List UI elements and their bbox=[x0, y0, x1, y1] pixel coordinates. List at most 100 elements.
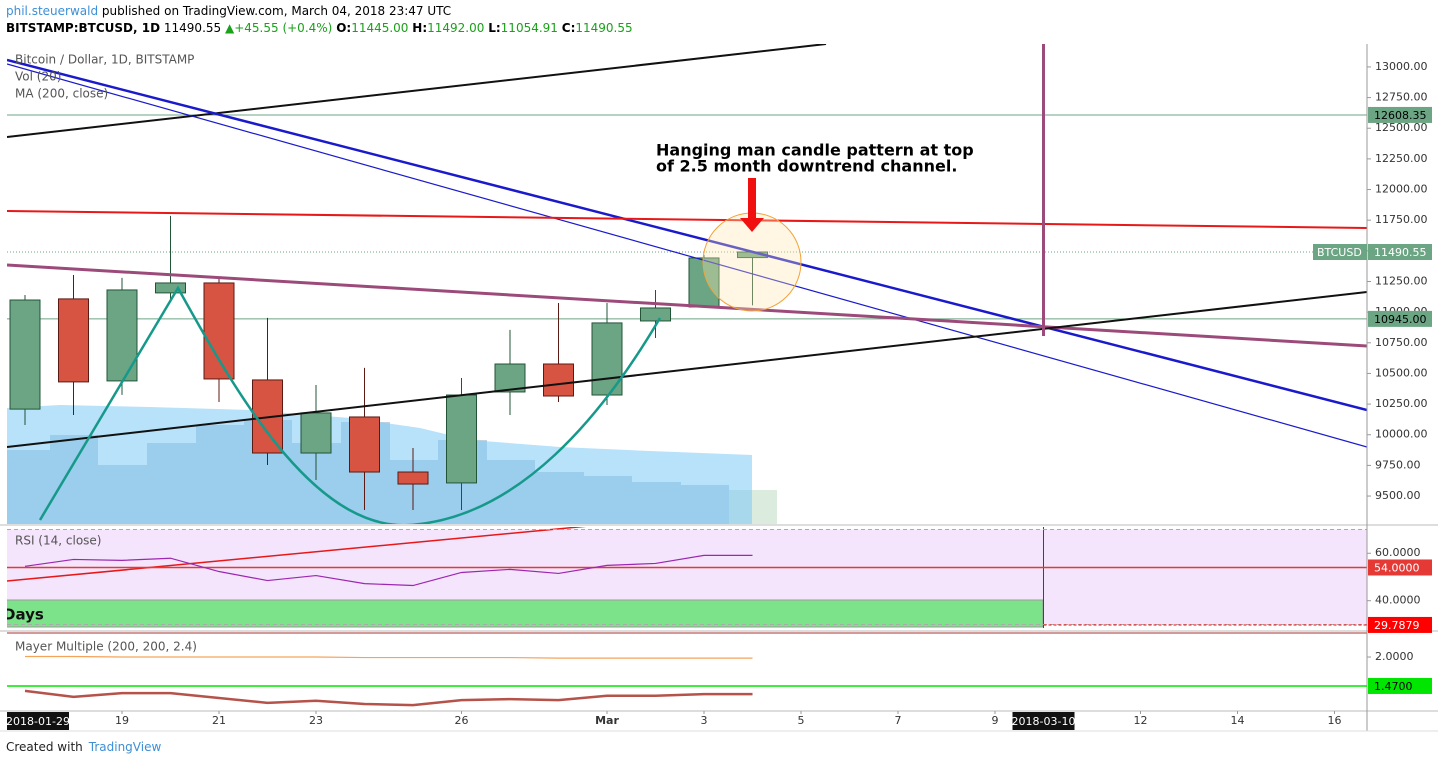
ohlc-value: 11492.00 bbox=[427, 21, 485, 35]
author[interactable]: phil.steuerwald bbox=[6, 4, 99, 18]
candle-body bbox=[106, 289, 138, 382]
x-tick-label: 9 bbox=[992, 714, 999, 727]
symbol: BITSTAMP:BTCUSD, 1D bbox=[6, 21, 161, 35]
y-tick-label: 10500.00 bbox=[1375, 366, 1428, 379]
series-line bbox=[24, 554, 753, 587]
y-tick-label: 10250.00 bbox=[1375, 397, 1428, 410]
x-tick-label: 23 bbox=[309, 714, 323, 727]
price-layer bbox=[9, 215, 768, 511]
arrow-shaft bbox=[748, 178, 756, 218]
ohlc-value: 11490.55 bbox=[575, 21, 633, 35]
rsi-trend-line bbox=[7, 527, 587, 582]
arrow-head bbox=[740, 218, 764, 232]
channel-line bbox=[7, 58, 1367, 412]
annotation: of 2.5 month downtrend channel. bbox=[656, 157, 957, 176]
y-tick-label: 10750.00 bbox=[1375, 336, 1428, 349]
x-tick-label: 21 bbox=[212, 714, 226, 727]
days-label: Days bbox=[3, 606, 44, 624]
candle-body bbox=[397, 471, 429, 485]
y-tick-label: 12250.00 bbox=[1375, 152, 1428, 165]
candle-body bbox=[9, 299, 41, 410]
ohlc-value: 11445.00 bbox=[351, 21, 409, 35]
candle-body bbox=[640, 307, 671, 322]
y-tick-label: 9500.00 bbox=[1375, 489, 1421, 502]
ohlc-key: L: bbox=[488, 21, 501, 35]
x-tick-label: 12 bbox=[1134, 714, 1148, 727]
change: +45.55 (+0.4%) bbox=[234, 21, 333, 35]
y-tick-label: 9750.00 bbox=[1375, 458, 1421, 471]
ohlc-key: C: bbox=[561, 21, 576, 35]
ohlc-key: O: bbox=[336, 21, 352, 35]
brand[interactable]: TradingView bbox=[88, 740, 162, 754]
x-tick-label: 5 bbox=[798, 714, 805, 727]
y-tick-label: 11250.00 bbox=[1375, 274, 1428, 287]
published: published on TradingView.com, March 04, … bbox=[101, 4, 452, 18]
legend-item: Vol (20) bbox=[15, 70, 61, 84]
curve bbox=[38, 285, 662, 524]
candle-body bbox=[543, 363, 574, 397]
y-tick-label: 12500.00 bbox=[1375, 121, 1428, 134]
y-tick-label: 13000.00 bbox=[1375, 60, 1428, 73]
pane-title: Bitcoin / Dollar, 1D, BITSTAMP bbox=[15, 53, 194, 67]
price-label: 12608.35 bbox=[1374, 109, 1427, 122]
candle-body bbox=[300, 412, 332, 454]
x-marker-label: 2018-03-10 bbox=[1012, 715, 1076, 728]
x-tick-label: 14 bbox=[1231, 714, 1245, 727]
series-line bbox=[25, 655, 753, 659]
pane-title: Mayer Multiple (200, 200, 2.4) bbox=[15, 640, 197, 654]
ohlc-key: H: bbox=[412, 21, 428, 35]
candle-body bbox=[494, 363, 526, 393]
last-price-label: 11490.55 bbox=[1374, 246, 1427, 259]
created-with: Created with bbox=[6, 740, 83, 754]
trend-line bbox=[7, 263, 1367, 348]
x-tick-label: 3 bbox=[701, 714, 708, 727]
price-box bbox=[1368, 106, 1432, 123]
y-tick-label: 11750.00 bbox=[1375, 213, 1428, 226]
level-label: 1.4700 bbox=[1374, 680, 1413, 693]
level-box bbox=[1368, 677, 1432, 694]
chart: Hanging man candle pattern at top of 2.5… bbox=[0, 44, 1438, 732]
legend-item: MA (200, close) bbox=[15, 87, 108, 101]
candle-body bbox=[349, 416, 380, 473]
pane-title: RSI (14, close) bbox=[15, 534, 101, 548]
trend-line bbox=[7, 291, 1367, 448]
level-label: 29.7879 bbox=[1374, 619, 1420, 632]
candle-body bbox=[58, 298, 89, 383]
y-tick-label: 12750.00 bbox=[1375, 91, 1428, 104]
x-tick-label: 7 bbox=[895, 714, 902, 727]
ohlc-value: 11054.91 bbox=[500, 21, 558, 35]
x-marker-box bbox=[1012, 712, 1075, 730]
trend-line bbox=[7, 44, 827, 138]
header-line-2: BITSTAMP:BTCUSD, 1D 11490.55 ▲+45.55 (+0… bbox=[6, 20, 633, 37]
candle-body bbox=[446, 394, 477, 484]
level-box bbox=[1368, 559, 1432, 576]
days-box bbox=[7, 599, 1044, 628]
candle-body bbox=[203, 282, 235, 380]
pane-layer bbox=[7, 655, 1367, 707]
footer: Created with TradingView bbox=[6, 740, 161, 754]
header: phil.steuerwald published on TradingView… bbox=[6, 3, 633, 37]
last-price-name: BTCUSD bbox=[1317, 246, 1362, 259]
y-tick-label: 60.0000 bbox=[1375, 546, 1421, 559]
drawings: Hanging man candle pattern at top of 2.5… bbox=[7, 44, 1367, 524]
up-arrow: ▲ bbox=[224, 21, 235, 35]
x-tick-label: 16 bbox=[1328, 714, 1342, 727]
rsi-drawings: Days bbox=[3, 527, 1367, 628]
candle-body bbox=[155, 282, 186, 294]
x-marker-label: 2018-01-29 bbox=[6, 715, 70, 728]
y-tick-label: 12000.00 bbox=[1375, 183, 1428, 196]
y-tick-label: 2.0000 bbox=[1375, 650, 1414, 663]
price-label: 10945.00 bbox=[1374, 313, 1427, 326]
y-tick-label: 40.0000 bbox=[1375, 594, 1421, 607]
x-marker-box bbox=[7, 712, 69, 730]
level-box bbox=[1368, 616, 1432, 633]
series-line bbox=[24, 689, 753, 707]
last-price-name-box bbox=[1313, 243, 1367, 260]
x-tick-label: 26 bbox=[455, 714, 469, 727]
last-price-box bbox=[1368, 243, 1432, 260]
x-tick-label: 19 bbox=[115, 714, 129, 727]
price-box bbox=[1368, 310, 1432, 327]
last: 11490.55 bbox=[163, 21, 222, 35]
resistance-line bbox=[7, 210, 1367, 229]
header-line-1: phil.steuerwald published on TradingView… bbox=[6, 3, 633, 20]
